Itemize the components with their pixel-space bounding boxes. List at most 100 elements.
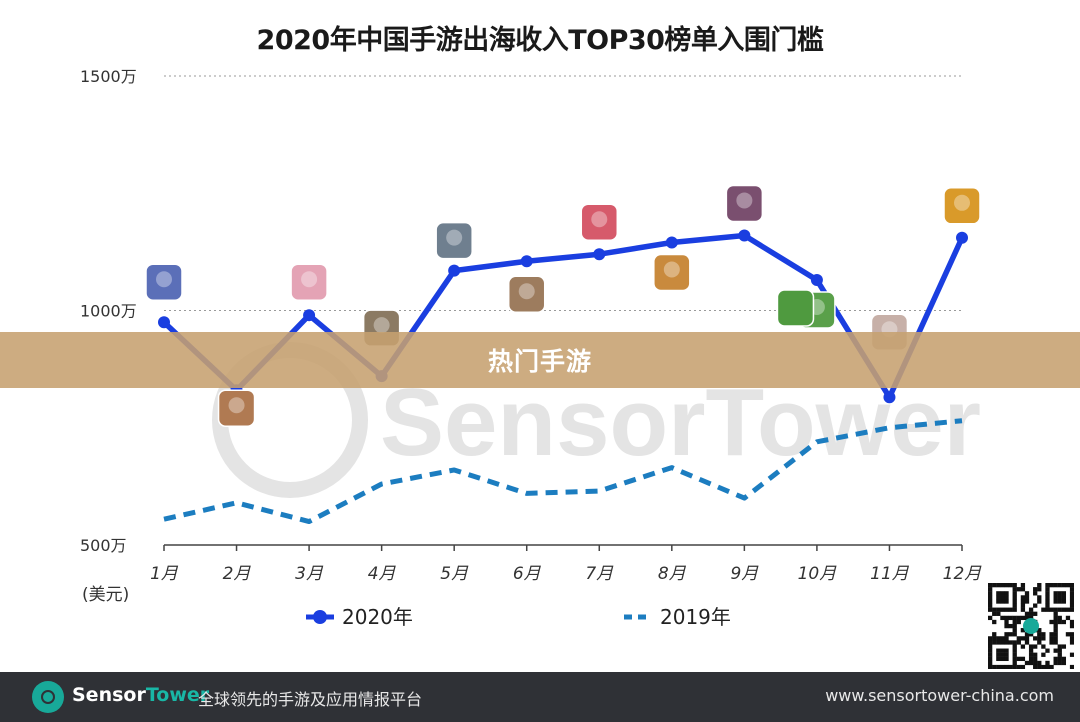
data-point	[303, 309, 316, 322]
data-point	[520, 255, 533, 268]
qr-module	[1061, 644, 1067, 649]
footer-bar: SensorTower 全球领先的手游及应用情报平台 www.sensortow…	[0, 672, 1080, 722]
game-icon-figure	[736, 192, 753, 209]
qr-module	[1049, 664, 1054, 670]
qr-module	[1012, 664, 1017, 670]
sensortower-logo-icon	[32, 681, 64, 713]
game-icon	[435, 221, 473, 260]
qr-module	[988, 652, 993, 657]
qr-module	[1012, 619, 1017, 625]
qr-module	[1012, 660, 1017, 666]
qr-module	[1000, 648, 1005, 653]
qr-module	[1024, 611, 1030, 616]
y-tick-label: 1000万	[80, 302, 137, 321]
qr-module	[1016, 619, 1021, 625]
qr-module	[988, 664, 993, 670]
qr-module	[1053, 640, 1058, 645]
game-icon	[776, 289, 815, 327]
game-icon	[580, 203, 619, 241]
qr-module	[1069, 599, 1075, 604]
game-icon-bg	[507, 275, 546, 314]
qr-module	[1045, 599, 1050, 604]
qr-module	[1004, 652, 1009, 657]
qr-module	[1016, 656, 1021, 662]
game-icon-bg	[145, 263, 183, 301]
qr-module	[1012, 603, 1017, 608]
qr-module	[1057, 583, 1062, 588]
qr-module	[996, 611, 1001, 616]
qr-module	[1024, 615, 1030, 621]
qr-module	[1016, 587, 1021, 592]
qr-module	[1020, 628, 1026, 633]
qr-module	[1045, 591, 1050, 596]
x-tick-label: 8月	[658, 564, 687, 584]
qr-module	[1012, 644, 1017, 649]
qr-module	[1004, 595, 1009, 600]
x-tick-label: 12月	[943, 564, 983, 584]
qr-module	[992, 636, 997, 641]
game-icon-figure	[301, 271, 318, 288]
qr-module	[1016, 615, 1021, 621]
qr-module	[1053, 615, 1058, 621]
qr-module	[996, 636, 1001, 641]
qr-module	[1004, 623, 1009, 629]
legend-marker-2020	[313, 610, 327, 624]
qr-module	[1020, 599, 1026, 604]
game-icon-bg	[725, 184, 764, 223]
qr-module	[1057, 619, 1062, 625]
qr-module	[1004, 607, 1009, 612]
qr-module	[1065, 607, 1071, 612]
qr-module	[1012, 648, 1017, 653]
qr-module	[996, 607, 1001, 612]
y-tick-label: 1500万	[80, 67, 137, 86]
footer-tagline: 全球领先的手游及应用情报平台	[198, 690, 423, 709]
game-icon-bg	[435, 221, 473, 260]
qr-module	[1061, 607, 1067, 612]
qr-module	[1020, 636, 1026, 641]
game-icon-figure	[228, 397, 245, 414]
qr-module	[1004, 640, 1009, 645]
game-icon-bg	[217, 389, 256, 427]
qr-module	[1053, 611, 1058, 616]
qr-module	[1061, 656, 1067, 662]
qr-module	[1041, 632, 1046, 637]
qr-module	[988, 615, 993, 621]
qr-module	[1033, 611, 1038, 616]
y-tick-label: 500万	[80, 536, 127, 555]
qr-module	[1020, 603, 1026, 608]
qr-module	[1057, 607, 1062, 612]
qr-module	[1028, 660, 1034, 666]
data-point	[883, 391, 896, 404]
qr-module	[1020, 664, 1026, 670]
qr-module	[1020, 644, 1026, 649]
qr-module	[996, 640, 1001, 645]
x-tick-label: 2月	[223, 564, 252, 584]
qr-module	[996, 648, 1001, 653]
axis: 500万 1000万 1500万 1月 2月 3月 4月 5月 6月 7月 8月 9月 10月 11月 12…	[80, 67, 982, 605]
qr-module	[1069, 619, 1075, 625]
qr-module	[992, 611, 997, 616]
qr-module	[1008, 607, 1013, 612]
qr-module	[1024, 595, 1030, 600]
qr-module	[1033, 587, 1038, 592]
qr-module	[1049, 636, 1054, 641]
qr-module	[1037, 632, 1042, 637]
x-tick-label: 5月	[440, 564, 469, 584]
footer-url[interactable]: www.sensortower-china.com	[825, 686, 1054, 705]
qr-module	[1057, 644, 1062, 649]
qr-module	[1041, 644, 1046, 649]
qr-module	[1004, 632, 1009, 637]
qr-module	[1008, 632, 1013, 637]
qr-module	[1061, 619, 1067, 625]
qr-module	[1069, 652, 1075, 657]
game-icon-figure	[518, 283, 535, 300]
qr-module	[1000, 591, 1005, 596]
qr-module	[988, 595, 993, 600]
qr-module	[1020, 615, 1026, 621]
qr-module	[1004, 648, 1009, 653]
qr-module	[1065, 615, 1071, 621]
qr-module	[1053, 599, 1058, 604]
qr-module	[1045, 648, 1050, 653]
qr-module	[1024, 660, 1030, 666]
game-icon-figure	[373, 317, 390, 334]
